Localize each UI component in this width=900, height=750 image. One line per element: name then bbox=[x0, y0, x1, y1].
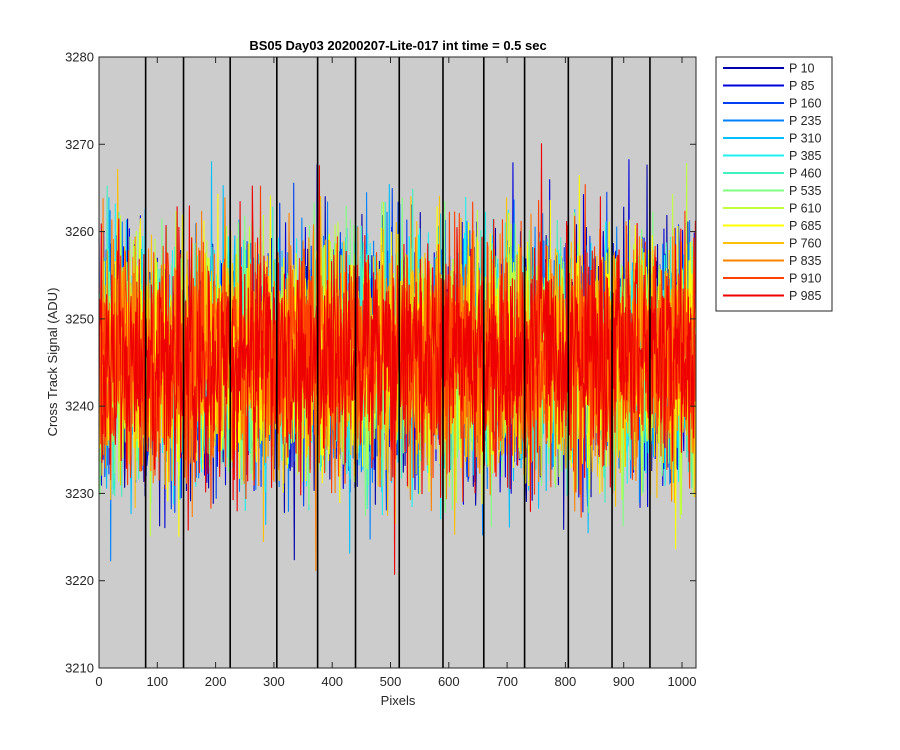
legend-label: P 760 bbox=[789, 237, 821, 251]
legend-label: P 610 bbox=[789, 202, 821, 216]
legend-label: P 835 bbox=[789, 254, 821, 268]
x-tick-label: 300 bbox=[263, 674, 285, 689]
chart-title: BS05 Day03 20200207-Lite-017 int time = … bbox=[249, 38, 546, 53]
plot-frame bbox=[98, 56, 697, 669]
legend-label: P 535 bbox=[789, 184, 821, 198]
x-tick-label: 800 bbox=[555, 674, 577, 689]
x-tick-label: 900 bbox=[613, 674, 635, 689]
y-tick-label: 3270 bbox=[65, 137, 94, 152]
y-tick-label: 3220 bbox=[65, 573, 94, 588]
y-tick-label: 3210 bbox=[65, 661, 94, 676]
legend-label: P 85 bbox=[789, 79, 815, 93]
x-tick-label: 600 bbox=[438, 674, 460, 689]
x-axis-label: Pixels bbox=[381, 693, 416, 708]
x-tick-label: 400 bbox=[321, 674, 343, 689]
x-tick-label: 100 bbox=[146, 674, 168, 689]
x-tick-label: 0 bbox=[95, 674, 102, 689]
legend-label: P 160 bbox=[789, 97, 821, 111]
y-tick-label: 3260 bbox=[65, 224, 94, 239]
legend-label: P 10 bbox=[789, 62, 815, 76]
legend-label: P 235 bbox=[789, 114, 821, 128]
y-tick-label: 3280 bbox=[65, 50, 94, 65]
series-line bbox=[98, 143, 696, 575]
legend-label: P 910 bbox=[789, 272, 821, 286]
y-tick-label: 3230 bbox=[65, 486, 94, 501]
legend-label: P 385 bbox=[789, 149, 821, 163]
legend: P 10 P 85 P 160 P 235 P 310 P 385 P 460 P 535 P … bbox=[715, 56, 833, 312]
series-layer bbox=[98, 143, 696, 575]
x-tick-label: 700 bbox=[496, 674, 518, 689]
y-tick-label: 3250 bbox=[65, 311, 94, 326]
x-tick-label: 200 bbox=[205, 674, 227, 689]
legend-label: P 310 bbox=[789, 132, 821, 146]
x-tick-label: 1000 bbox=[668, 674, 697, 689]
legend-box bbox=[715, 56, 833, 312]
y-axis-label: Cross Track Signal (ADU) bbox=[45, 288, 60, 437]
legend-label: P 460 bbox=[789, 167, 821, 181]
vertical-line-layer bbox=[144, 57, 651, 668]
legend-label: P 985 bbox=[789, 289, 821, 303]
tick-layer: 0 100 200 300 400 500 600 700 800 900 1000 3210 3220… bbox=[65, 50, 696, 690]
legend-label: P 685 bbox=[789, 219, 821, 233]
x-tick-label: 500 bbox=[380, 674, 402, 689]
y-tick-label: 3240 bbox=[65, 399, 94, 414]
